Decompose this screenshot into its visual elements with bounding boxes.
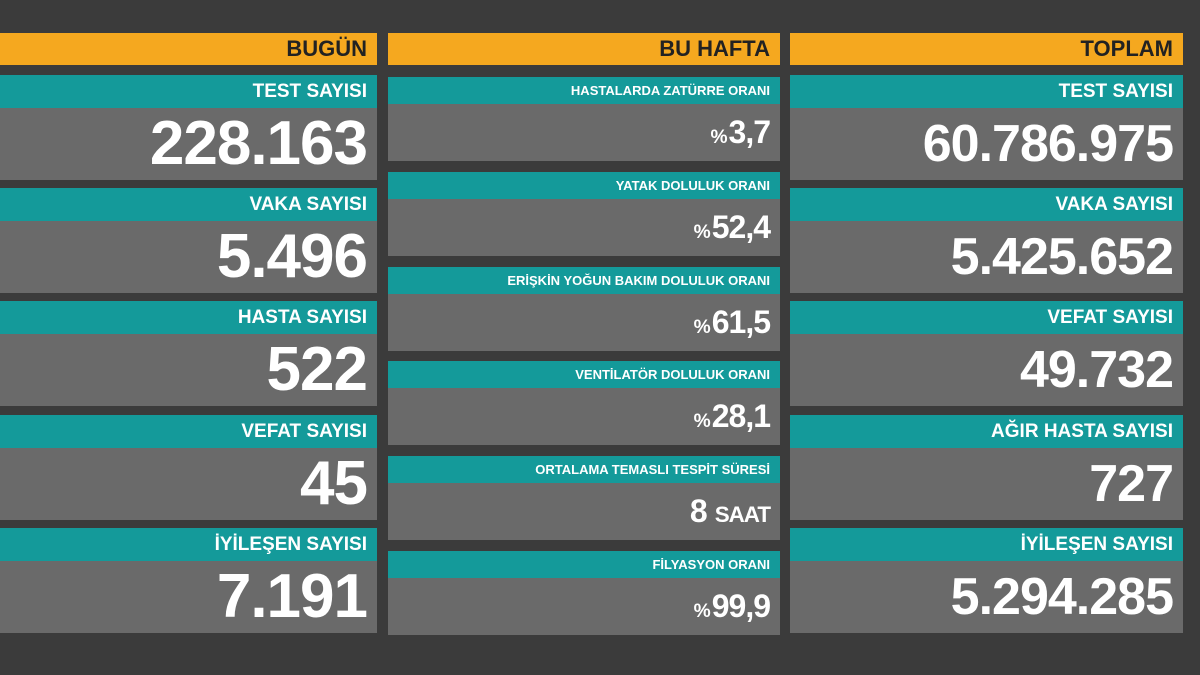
- value-suffix: SAAT: [714, 502, 771, 528]
- item-value: 3,7: [728, 114, 771, 150]
- value-prefix: %: [693, 601, 711, 622]
- item-value-box: 60.786.975: [790, 108, 1183, 180]
- item-label: TEST SAYISI: [790, 75, 1183, 108]
- item-value: 522: [266, 335, 368, 405]
- value-prefix: %: [693, 316, 711, 338]
- item-label: İYİLEŞEN SAYISI: [790, 527, 1183, 561]
- item-value-box: %3,7: [388, 104, 780, 161]
- item-value-box: 228.163: [0, 108, 377, 180]
- item-value-box: %99,9: [388, 578, 780, 635]
- item-value: 7.191: [216, 561, 368, 631]
- item-value-box: 727: [790, 447, 1183, 520]
- item-value: 52,4: [711, 208, 771, 245]
- item-value-box: 8 SAAT: [388, 483, 780, 541]
- item-value: 5.425.652: [950, 228, 1174, 287]
- item-value: 45: [300, 448, 368, 518]
- value-prefix: %: [693, 411, 711, 433]
- item-value: 5.496: [216, 222, 368, 292]
- item-label: VAKA SAYISI: [0, 188, 377, 222]
- item-value: 5.294.285: [950, 567, 1174, 626]
- item-label: AĞIR HASTA SAYISI: [790, 414, 1183, 448]
- item-label: YATAK DOLULUK ORANI: [388, 171, 780, 199]
- item-value: 727: [1089, 454, 1174, 513]
- item-value: 28,1: [711, 398, 771, 435]
- item-label: ERİŞKİN YOĞUN BAKIM DOLULUK ORANI: [388, 266, 780, 294]
- column-header: BUGÜN: [0, 33, 377, 65]
- item-value-box: %28,1: [388, 388, 780, 446]
- item-label: ORTALAMA TEMASLI TESPİT SÜRESİ: [388, 456, 780, 484]
- item-label: VAKA SAYISI: [790, 188, 1183, 222]
- item-value-box: 45: [0, 447, 377, 520]
- item-value: 8: [689, 493, 708, 530]
- item-value-box: %52,4: [388, 198, 780, 256]
- item-value: 61,5: [711, 303, 771, 340]
- item-value: 60.786.975: [922, 115, 1174, 173]
- item-value-box: 49.732: [790, 334, 1183, 407]
- column-header: TOPLAM: [790, 33, 1183, 65]
- item-value: 49.732: [1019, 341, 1174, 400]
- item-label: VEFAT SAYISI: [0, 414, 377, 448]
- item-label: TEST SAYISI: [0, 75, 377, 108]
- item-label: HASTALARDA ZATÜRRE ORANI: [388, 77, 780, 104]
- item-value-box: 7.191: [0, 560, 377, 633]
- item-value: 228.163: [149, 109, 368, 178]
- item-value-box: 522: [0, 334, 377, 407]
- item-value-box: 5.425.652: [790, 221, 1183, 294]
- item-value: 99,9: [711, 588, 771, 624]
- column-header: BU HAFTA: [388, 33, 780, 65]
- item-value-box: 5.496: [0, 221, 377, 294]
- item-label: VEFAT SAYISI: [790, 301, 1183, 335]
- value-prefix: %: [693, 221, 711, 243]
- item-value-box: %61,5: [388, 293, 780, 351]
- item-label: VENTİLATÖR DOLULUK ORANI: [388, 361, 780, 389]
- item-value-box: 5.294.285: [790, 560, 1183, 633]
- item-label: HASTA SAYISI: [0, 301, 377, 335]
- item-label: FİLYASYON ORANI: [388, 551, 780, 578]
- item-label: İYİLEŞEN SAYISI: [0, 527, 377, 561]
- value-prefix: %: [710, 127, 727, 148]
